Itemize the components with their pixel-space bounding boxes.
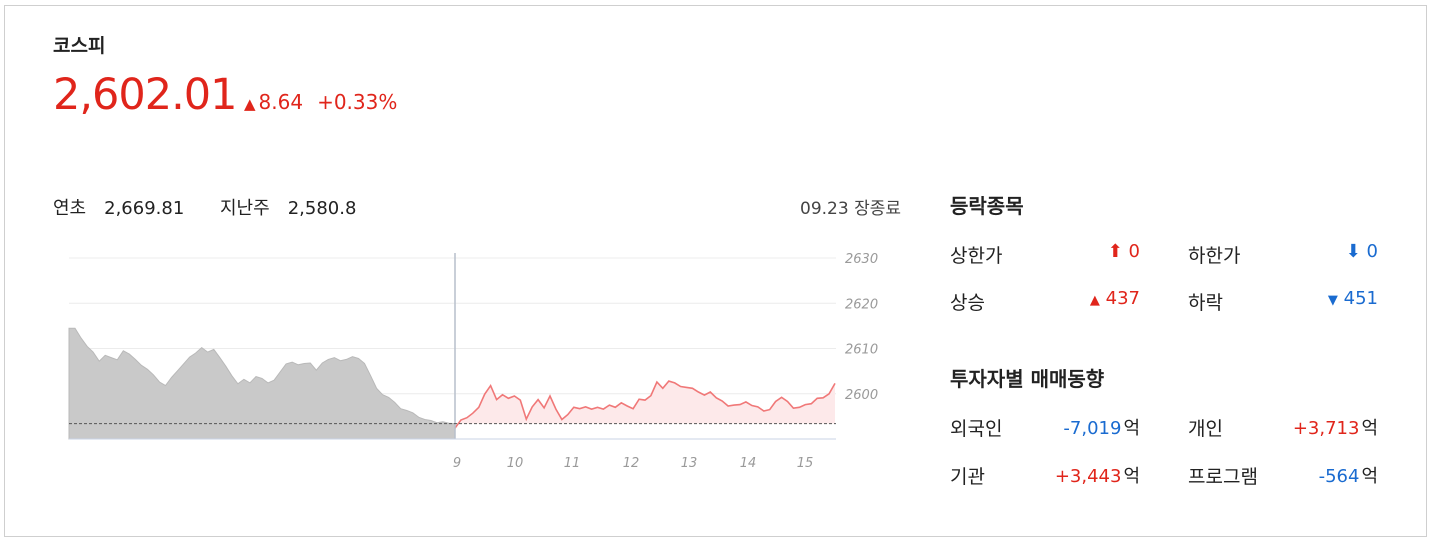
advance-decline-title: 등락종목 <box>950 194 1024 218</box>
down-arrow-icon: ⬇ <box>1345 241 1361 262</box>
ytd-label: 연초 <box>53 198 87 219</box>
foreign-value: -7,019 억 <box>1020 414 1140 440</box>
program-value: -564 억 <box>1258 462 1378 488</box>
up-arrow-icon: ⬆ <box>1107 241 1123 262</box>
change-value: 8.64 <box>258 90 304 114</box>
y-tick-label: 2620 <box>845 297 878 312</box>
institution-label: 기관 <box>950 466 985 488</box>
program-label: 프로그램 <box>1188 466 1258 488</box>
individual-value: +3,713 억 <box>1258 414 1378 440</box>
rise-count: 437 <box>1105 288 1140 309</box>
individual-amount: +3,713 <box>1292 418 1360 439</box>
up-triangle-icon: ▲ <box>1089 293 1100 308</box>
y-tick-label: 2600 <box>845 388 878 403</box>
fall-value: ▼ 451 <box>1278 288 1378 309</box>
index-line <box>454 380 836 429</box>
lower-limit-label: 하한가 <box>1188 245 1241 267</box>
x-tick-label: 10 <box>507 456 524 471</box>
index-change: ▲ 8.64 +0.33% <box>244 90 397 114</box>
last-week-info: 지난주 2,580.8 <box>220 194 356 220</box>
unit-label: 억 <box>1123 466 1140 487</box>
x-tick-label: 11 <box>564 456 581 471</box>
upper-limit-count: 0 <box>1128 241 1140 262</box>
upper-limit-value: ⬆ 0 <box>1040 241 1140 262</box>
unit-label: 억 <box>1361 466 1378 487</box>
x-tick-label: 14 <box>740 456 757 471</box>
program-amount: -564 <box>1318 466 1360 487</box>
unit-label: 억 <box>1361 418 1378 439</box>
foreign-amount: -7,019 <box>1063 418 1122 439</box>
x-tick-label: 13 <box>681 456 698 471</box>
y-axis-ticks: 2600 2610 2620 2630 <box>845 252 878 403</box>
lower-limit-count: 0 <box>1366 241 1378 262</box>
x-tick-label: 15 <box>797 456 814 471</box>
x-axis-ticks: 9 10 11 12 13 14 15 <box>453 456 813 471</box>
kospi-card <box>4 5 1427 537</box>
change-percent: +0.33% <box>317 90 398 114</box>
fall-label: 하락 <box>1188 292 1223 314</box>
investor-trend-title: 투자자별 매매동향 <box>950 367 1105 391</box>
institution-value: +3,443 억 <box>1020 462 1140 488</box>
y-tick-label: 2630 <box>845 252 878 267</box>
ytd-value: 2,669.81 <box>104 198 185 219</box>
institution-amount: +3,443 <box>1054 466 1122 487</box>
rise-label: 상승 <box>950 292 985 314</box>
rise-value: ▲ 437 <box>1040 288 1140 309</box>
fall-count: 451 <box>1343 288 1378 309</box>
lower-limit-value: ⬇ 0 <box>1278 241 1378 262</box>
last-week-value: 2,580.8 <box>287 198 357 219</box>
individual-label: 개인 <box>1188 418 1223 440</box>
up-triangle-icon: ▲ <box>244 95 256 113</box>
unit-label: 억 <box>1123 418 1140 439</box>
down-triangle-icon: ▼ <box>1327 293 1338 308</box>
foreign-label: 외국인 <box>950 418 1003 440</box>
x-tick-label: 9 <box>453 456 461 471</box>
market-status: 09.23 장종료 <box>800 199 901 219</box>
upper-limit-label: 상한가 <box>950 245 1003 267</box>
y-tick-label: 2610 <box>845 343 878 358</box>
last-week-label: 지난주 <box>220 198 270 219</box>
index-name[interactable]: 코스피 <box>53 35 106 57</box>
index-area <box>455 381 835 429</box>
ytd-info: 연초 2,669.81 <box>53 194 184 220</box>
intraday-chart: 2600 2610 2620 2630 9 10 11 12 13 14 15 <box>68 252 878 471</box>
index-price: 2,602.01 <box>53 70 237 120</box>
x-tick-label: 12 <box>623 456 640 471</box>
premarket-area <box>68 327 456 440</box>
